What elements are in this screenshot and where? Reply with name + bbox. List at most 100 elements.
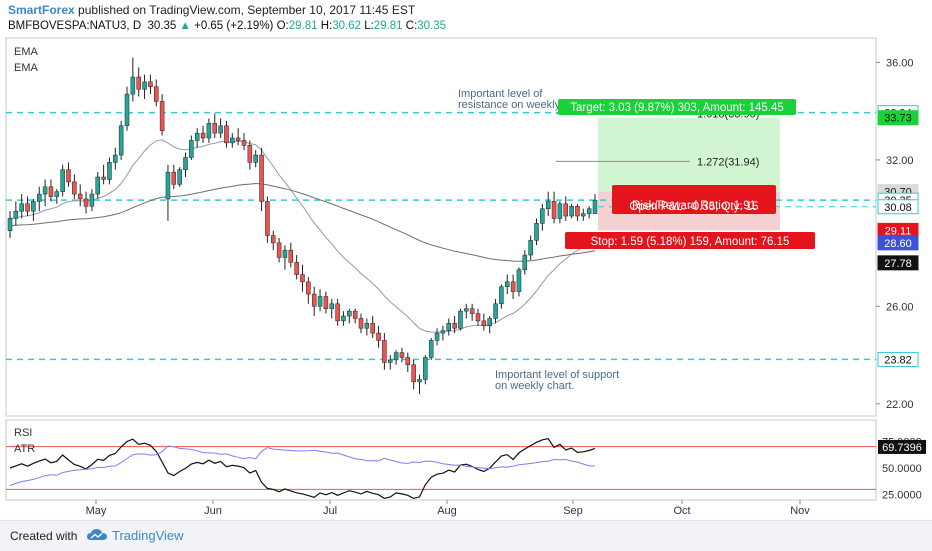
price-axis-badge-text: 28.60 [884,238,912,250]
candle-body [89,193,95,207]
candle-body [516,269,522,292]
candle-body [475,313,481,322]
candle-body [77,193,83,200]
ema-slow-line [9,182,596,262]
author-name[interactable]: SmartForex [8,3,75,17]
candle-body [259,154,264,202]
stop-label: Stop: 1.59 (5.18%) 159, Amount: 76.15 [591,236,790,248]
time-tick-label: Oct [673,505,690,517]
candle-body [469,308,475,314]
close-label: C: [405,20,418,32]
support-note: Important level of support on weekly char… [495,369,619,392]
price-axis-badge [877,110,919,126]
candle-body [288,249,294,263]
symbol-info: BMFBOVESPA:NATU3, D 30.35 ▲ +0.65 (+2.19… [8,20,446,32]
candle-body [136,76,141,90]
candle-body [241,140,247,146]
price-tick-label: 36.00 [886,57,914,69]
candle-body [388,359,393,363]
price-axis-badge-text: 23.82 [884,354,912,366]
indicator-label-ema: EMA [14,62,39,74]
candle-body [54,191,60,197]
candle-body [194,132,200,141]
candle-body [323,296,329,309]
price-axis-badge [877,235,919,251]
candle-body [230,137,235,144]
candle-body [60,169,65,192]
price-tick-label: 26.00 [886,301,914,313]
candle-body [189,140,194,158]
published-text: published on TradingView.com, September … [78,3,416,17]
candle-body [7,218,13,231]
rsi-value: 69.7396 [882,442,922,454]
candle-body [411,364,416,383]
candle-body [25,203,30,212]
candle-body [142,81,147,90]
candle-body [42,186,48,195]
symbol-name: BMFBOVESPA:NATU3, D [8,20,142,32]
target-label-bg [558,99,796,115]
candle-body [382,340,387,363]
candle-body [206,123,212,139]
price-axis-badge [877,351,919,367]
price-axis-badge-text: 29.11 [885,225,912,237]
candle-body [72,181,77,195]
tradingview-brand[interactable]: TradingView [112,528,184,543]
candle-body [393,352,399,361]
candle-body [440,330,446,334]
price-chart[interactable]: 36.00 32.00 26.00 22.00 May Jun Jul Aug Sep Oct No… [0,0,932,520]
candle-body [101,176,106,180]
candle-body [247,145,253,163]
candle-body [464,308,469,312]
candle-body [83,198,89,207]
candle-body [66,169,71,183]
candle-body [417,379,422,383]
atr-label: ATR [14,443,35,455]
candle-body [563,203,568,217]
candle-body [528,240,533,256]
price-axis-badge-text: 30.08 [884,202,912,214]
publish-info: SmartForex published on TradingView.com,… [8,3,415,17]
candle-body [358,318,364,329]
high-label: H: [320,20,333,32]
candle-body [493,303,498,319]
last-price: 30.35 [147,20,177,32]
candle-body [212,123,217,134]
time-tick-label: Nov [790,505,810,517]
candle-body [107,162,112,180]
candle-body [317,296,323,307]
pnl-label: Open P&L: -0.35, Qty: 15 [629,201,758,213]
candle-body [499,286,504,305]
candle-body [183,157,188,170]
candle-body [551,201,557,219]
candle-body [569,206,574,217]
price-axis-badge [877,255,919,271]
candle-body [534,223,539,241]
candle-body [452,323,457,329]
ema-fast-line [9,139,596,333]
fib-label: 1.272(31.94) [697,156,759,168]
candle-body [370,323,375,334]
created-with-text: Created with [10,529,78,543]
candle-body [364,323,370,329]
candle-body [458,310,463,329]
candle-body [118,125,124,156]
candle-body [253,154,258,163]
candle-body [522,254,528,270]
time-tick-label: Aug [437,505,457,517]
candle-body [148,81,153,88]
candle-body [434,332,440,341]
candle-body [329,303,334,309]
candle-body [171,171,177,185]
price-tick-label: 32.00 [886,155,914,167]
candle-body [300,274,305,283]
candle-body [586,208,592,214]
candle-body [282,249,288,258]
candle-body [218,125,223,134]
candle-body [376,332,381,341]
candle-body [428,340,434,358]
price-axis-badge [877,199,919,215]
indicator-pane [5,419,877,501]
candle-body [13,210,19,219]
candle-body [294,262,299,275]
